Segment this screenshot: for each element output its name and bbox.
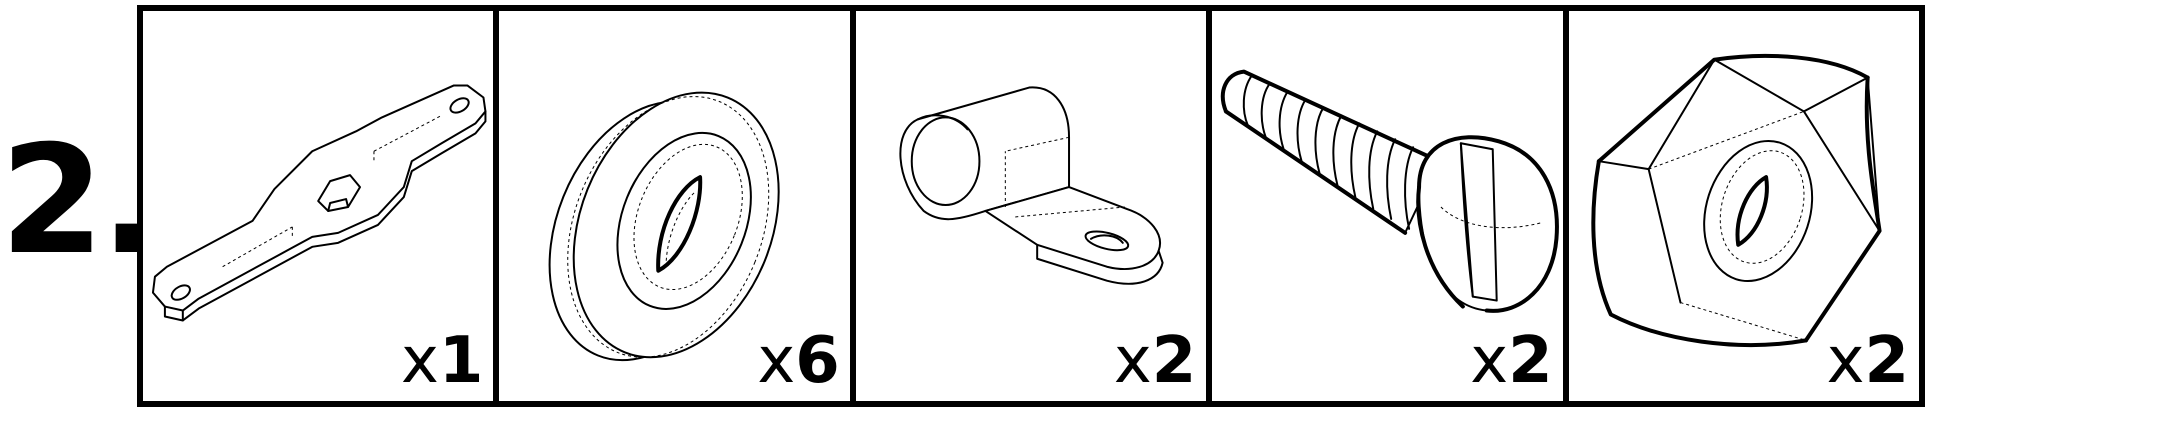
qty-prefix: x <box>757 324 796 398</box>
cable-clip-icon <box>899 86 1164 285</box>
qty-value: 2 <box>1151 324 1197 398</box>
hex-nut-icon <box>1590 53 1882 348</box>
quantity-label-cable-clip: x2 <box>1114 325 1196 397</box>
part-cell-cable-clip: x2 <box>856 11 1213 401</box>
quantity-label-wrench: x1 <box>401 325 483 397</box>
washer-icon <box>549 91 781 362</box>
part-cell-wrench: x1 <box>143 11 500 401</box>
qty-prefix: x <box>1113 324 1152 398</box>
qty-value: 1 <box>438 324 484 398</box>
qty-value: 2 <box>1508 324 1553 398</box>
parts-strip: x1 x6 <box>137 5 1925 407</box>
screw-icon <box>1221 69 1560 313</box>
quantity-label-screw: x2 <box>1470 325 1552 397</box>
step-number: 2. <box>0 114 157 288</box>
qty-value: 6 <box>795 324 840 398</box>
qty-value: 2 <box>1864 324 1910 398</box>
quantity-label-hex-nut: x2 <box>1827 325 1909 397</box>
quantity-label-washer: x6 <box>757 325 839 397</box>
part-cell-washer: x6 <box>499 11 856 401</box>
qty-prefix: x <box>1826 324 1865 398</box>
part-cell-screw: x2 <box>1212 11 1569 401</box>
qty-prefix: x <box>401 324 439 398</box>
wrench-icon <box>151 84 487 322</box>
qty-prefix: x <box>1470 324 1509 398</box>
part-cell-hex-nut: x2 <box>1569 11 1919 401</box>
